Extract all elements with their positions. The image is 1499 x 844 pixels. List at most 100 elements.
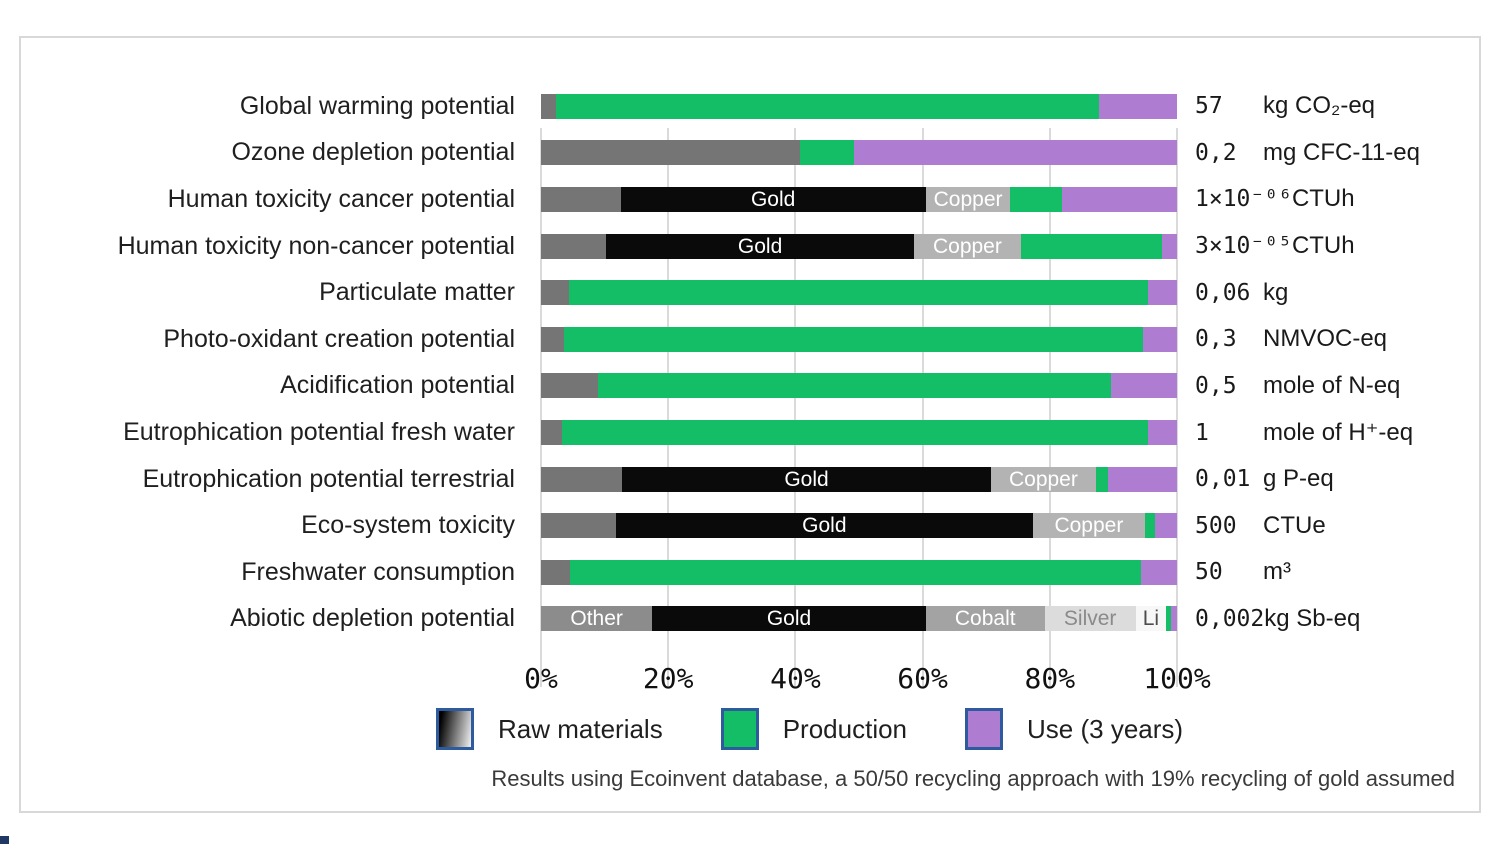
- bar-segment-production: [563, 326, 1144, 352]
- segment-label: Silver: [1063, 607, 1117, 631]
- gridline-20: [667, 128, 670, 687]
- gridline-60: [921, 128, 924, 687]
- bar-segment-production: [1145, 513, 1156, 539]
- category-label: Ozone depletion potential: [231, 138, 515, 167]
- bar-segment-li: Li: [1135, 606, 1167, 632]
- bar-segment-gold: Gold: [620, 186, 926, 212]
- bar-segment-raw: [541, 466, 623, 492]
- segment-label: Gold: [750, 187, 796, 211]
- value-unit: mole of N-eq: [1263, 371, 1401, 399]
- segment-label: Li: [1142, 607, 1160, 631]
- row-value: 50 m³: [1195, 558, 1291, 586]
- bar-segment-gold: Gold: [616, 513, 1033, 539]
- bar-segment-use: [853, 140, 1177, 166]
- value-number: 0,06: [1195, 279, 1251, 306]
- bar-segment-raw: [541, 140, 801, 166]
- bar-segment-copper: Copper: [914, 233, 1021, 259]
- bar-segment-gold: Gold: [605, 233, 915, 259]
- bar-segment-production: [569, 559, 1142, 585]
- value-number: 0,01: [1195, 466, 1251, 493]
- row-value: 0,002 kg Sb-eq: [1195, 605, 1360, 633]
- gridline-100: [1176, 128, 1178, 687]
- bar-segment-raw: [541, 233, 606, 259]
- value-unit: kg Sb-eq: [1264, 604, 1361, 632]
- x-tick-20: 20%: [642, 662, 694, 696]
- category-label: Particulate matter: [319, 278, 515, 307]
- row-value: 0,2 mg CFC-11-eq: [1195, 139, 1420, 167]
- chart-row-photo-oxidant-creation-potential: Photo-oxidant creation potential 0,3 NMVOC…: [21, 316, 1479, 363]
- bar-segment-raw: [541, 186, 621, 212]
- chart-row-eco-system-toxicity: Eco-system toxicity Gold Copper 500 CTUe: [21, 502, 1479, 549]
- chart-row-eutrophication-potential-terrestrial: Eutrophication potential terrestrial Gold…: [21, 456, 1479, 503]
- x-axis: 0% 20% 40% 60% 80% 100%: [524, 662, 1211, 698]
- bar-segment-copper: Copper: [990, 466, 1097, 492]
- value-unit: CTUh: [1291, 185, 1355, 213]
- row-value: 1×10⁻⁰⁶ CTUh: [1195, 185, 1355, 213]
- bar-segment-production: [800, 140, 854, 166]
- value-unit: g P-eq: [1263, 465, 1334, 493]
- bar-track: [541, 559, 1177, 585]
- segment-label: Other: [570, 607, 623, 631]
- row-value: 0,5 mole of N-eq: [1195, 372, 1400, 400]
- segment-label: Cobalt: [954, 607, 1016, 631]
- value-number: 1: [1195, 419, 1209, 446]
- bar-segment-gold: Gold: [622, 466, 991, 492]
- lca-stacked-bar-chart: Global warming potential 57 kg CO₂-eq Ozone…: [21, 83, 1479, 844]
- legend-item-raw-materials: Raw materials: [436, 708, 663, 751]
- bar-segment-use: [1155, 513, 1177, 539]
- chart-card: Global warming potential 57 kg CO₂-eq Ozone…: [19, 36, 1481, 813]
- segment-label: Gold: [766, 607, 812, 631]
- bar-segment-production: [556, 93, 1100, 119]
- bar-segment-silver: Silver: [1044, 606, 1136, 632]
- value-number: 50: [1195, 559, 1223, 586]
- bar-segment-copper: Copper: [925, 186, 1011, 212]
- bar-segment-production: [1096, 466, 1108, 492]
- category-label: Photo-oxidant creation potential: [163, 324, 515, 353]
- bar-segment-use: [1143, 326, 1177, 352]
- bar-segment-production: [1020, 233, 1162, 259]
- legend: Raw materials Production Use (3 years): [21, 708, 1479, 751]
- chart-row-human-toxicity-cancer-potential: Human toxicity cancer potential Gold Coppe…: [21, 176, 1479, 223]
- category-label: Human toxicity non-cancer potential: [117, 231, 515, 260]
- bar-track: [541, 93, 1177, 119]
- row-value: 500 CTUe: [1195, 512, 1326, 540]
- bar-segment-copper: Copper: [1032, 513, 1146, 539]
- gridlines: [540, 128, 1178, 687]
- legend-item-production: Production: [720, 708, 907, 751]
- bar-segment-use: [1107, 466, 1177, 492]
- bar-segment-raw: [541, 419, 562, 445]
- category-label: Freshwater consumption: [241, 557, 515, 586]
- x-tick-60: 60%: [897, 662, 948, 696]
- chart-row-human-toxicity-non-cancer-potential: Human toxicity non-cancer potential Gold C…: [21, 223, 1479, 270]
- bar-segment-other: Other: [541, 606, 653, 632]
- bar-track: [541, 373, 1177, 399]
- value-unit: kg CO₂-eq: [1263, 92, 1376, 120]
- bar-segment-use: [1147, 280, 1177, 306]
- bar-segment-raw: [541, 93, 557, 119]
- bar-track: Other Gold Cobalt Silver Li: [541, 606, 1177, 632]
- bar-track: Gold Copper: [541, 233, 1177, 259]
- value-unit: mole of H⁺-eq: [1263, 418, 1414, 446]
- bar-segment-raw: [541, 559, 570, 585]
- row-value: 57 kg CO₂-eq: [1195, 92, 1375, 120]
- bar-segment-use: [1147, 419, 1177, 445]
- bar-segment-raw: [541, 326, 564, 352]
- x-tick-0: 0%: [524, 662, 558, 696]
- legend-swatch-use-3-years: [965, 708, 1004, 751]
- legend-swatch-production: [720, 708, 759, 751]
- segment-label: Copper: [1054, 514, 1124, 538]
- chart-row-acidification-potential: Acidification potential 0,5 mole of N-eq: [21, 363, 1479, 410]
- bottom-left-accent: [0, 836, 9, 844]
- value-number: 0,3: [1195, 326, 1237, 353]
- chart-row-particulate-matter: Particulate matter 0,06 kg: [21, 269, 1479, 316]
- bar-segment-raw: [541, 373, 599, 399]
- category-label: Human toxicity cancer potential: [167, 184, 515, 213]
- value-number: 0,5: [1195, 372, 1237, 399]
- value-number: 57: [1195, 93, 1223, 120]
- value-number: 500: [1195, 512, 1237, 539]
- value-unit: kg: [1263, 278, 1289, 306]
- legend-label: Use (3 years): [1027, 713, 1184, 744]
- value-number: 3×10⁻⁰⁵: [1195, 233, 1292, 260]
- legend-swatch-raw-materials: [436, 708, 474, 751]
